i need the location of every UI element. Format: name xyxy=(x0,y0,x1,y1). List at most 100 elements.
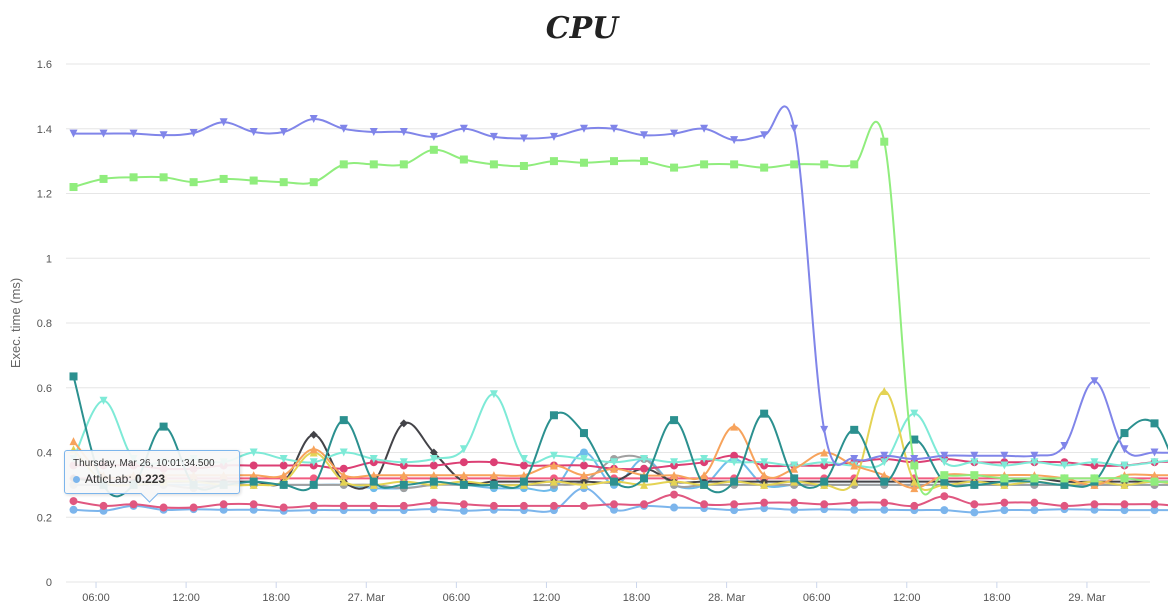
series-point[interactable] xyxy=(730,506,739,515)
series-point[interactable] xyxy=(700,124,709,133)
series-point[interactable] xyxy=(459,500,468,509)
series-point[interactable] xyxy=(760,409,769,418)
series-point[interactable] xyxy=(429,498,438,507)
series-point[interactable] xyxy=(940,458,949,467)
series-point[interactable] xyxy=(429,461,438,470)
series-point[interactable] xyxy=(1150,458,1159,467)
series-point[interactable] xyxy=(1000,506,1009,515)
series-point[interactable] xyxy=(700,454,709,463)
series-point[interactable] xyxy=(429,132,438,141)
series-point[interactable] xyxy=(1090,474,1099,483)
series-point[interactable] xyxy=(700,480,709,489)
series-point[interactable] xyxy=(399,480,408,489)
series-point[interactable] xyxy=(219,505,228,514)
series-point[interactable] xyxy=(69,505,78,514)
series-point[interactable] xyxy=(880,451,889,460)
series-point[interactable] xyxy=(640,454,649,463)
series-point[interactable] xyxy=(910,435,919,444)
series-point[interactable] xyxy=(189,503,198,512)
series-point[interactable] xyxy=(790,474,799,483)
series-point[interactable] xyxy=(579,480,588,489)
series-point[interactable] xyxy=(69,372,78,381)
series-point[interactable] xyxy=(519,454,528,463)
series-point[interactable] xyxy=(129,500,138,509)
series-point[interactable] xyxy=(790,505,799,514)
series-point[interactable] xyxy=(339,160,348,169)
series-point[interactable] xyxy=(1000,451,1009,460)
series-point[interactable] xyxy=(820,448,829,457)
series-point[interactable] xyxy=(820,477,829,486)
series-point[interactable] xyxy=(670,471,679,480)
series-point[interactable] xyxy=(309,178,318,187)
series-point[interactable] xyxy=(670,129,679,138)
series-line[interactable] xyxy=(72,393,1168,469)
series-point[interactable] xyxy=(1090,377,1099,386)
series-point[interactable] xyxy=(1150,477,1159,486)
series-point[interactable] xyxy=(1030,498,1039,507)
series-line[interactable] xyxy=(72,376,1168,498)
series-point[interactable] xyxy=(489,471,498,480)
series-point[interactable] xyxy=(579,124,588,133)
series-point[interactable] xyxy=(309,430,318,439)
series-point[interactable] xyxy=(790,160,799,169)
series-point[interactable] xyxy=(880,477,889,486)
series-point[interactable] xyxy=(790,124,799,133)
series-point[interactable] xyxy=(700,500,709,509)
series-point[interactable] xyxy=(339,501,348,510)
series-point[interactable] xyxy=(820,458,829,467)
series-point[interactable] xyxy=(1090,500,1099,509)
series-point[interactable] xyxy=(249,471,258,480)
series-point[interactable] xyxy=(369,501,378,510)
series-point[interactable] xyxy=(1000,498,1009,507)
series-point[interactable] xyxy=(910,477,919,486)
series-point[interactable] xyxy=(640,500,649,509)
series-point[interactable] xyxy=(219,174,228,183)
series-point[interactable] xyxy=(1120,429,1129,438)
series-point[interactable] xyxy=(1000,474,1009,483)
series-point[interactable] xyxy=(549,132,558,141)
series-point[interactable] xyxy=(850,461,859,470)
series-point[interactable] xyxy=(790,498,799,507)
series-point[interactable] xyxy=(640,474,649,483)
series-point[interactable] xyxy=(549,477,558,486)
series-point[interactable] xyxy=(159,131,168,140)
series-point[interactable] xyxy=(970,508,979,517)
series-point[interactable] xyxy=(459,124,468,133)
series-point[interactable] xyxy=(399,458,408,467)
series-point[interactable] xyxy=(850,454,859,463)
series-point[interactable] xyxy=(640,480,649,489)
series-point[interactable] xyxy=(940,451,949,460)
series-point[interactable] xyxy=(880,137,889,146)
series-point[interactable] xyxy=(339,464,348,473)
series-point[interactable] xyxy=(69,437,78,446)
series-point[interactable] xyxy=(129,129,138,138)
series-point[interactable] xyxy=(489,501,498,510)
series-point[interactable] xyxy=(159,422,168,431)
series-point[interactable] xyxy=(970,480,979,489)
series-point[interactable] xyxy=(610,157,619,166)
series-point[interactable] xyxy=(189,178,198,187)
series-point[interactable] xyxy=(670,477,679,486)
series-point[interactable] xyxy=(760,504,769,513)
series-point[interactable] xyxy=(459,458,468,467)
series-point[interactable] xyxy=(249,505,258,514)
series-point[interactable] xyxy=(610,500,619,509)
series-point[interactable] xyxy=(279,503,288,512)
series-point[interactable] xyxy=(249,448,258,457)
series-point[interactable] xyxy=(579,501,588,510)
series-point[interactable] xyxy=(1060,501,1069,510)
series-point[interactable] xyxy=(730,136,739,145)
series-point[interactable] xyxy=(309,115,318,124)
series-point[interactable] xyxy=(670,458,679,467)
series-point[interactable] xyxy=(610,505,619,514)
series-point[interactable] xyxy=(880,458,889,467)
series-point[interactable] xyxy=(489,390,498,399)
series-point[interactable] xyxy=(549,157,558,166)
series-point[interactable] xyxy=(1150,419,1159,428)
series-point[interactable] xyxy=(159,173,168,182)
series-point[interactable] xyxy=(549,411,558,420)
series-point[interactable] xyxy=(820,160,829,169)
series-point[interactable] xyxy=(910,501,919,510)
series-point[interactable] xyxy=(399,471,408,480)
series-point[interactable] xyxy=(1030,474,1039,483)
